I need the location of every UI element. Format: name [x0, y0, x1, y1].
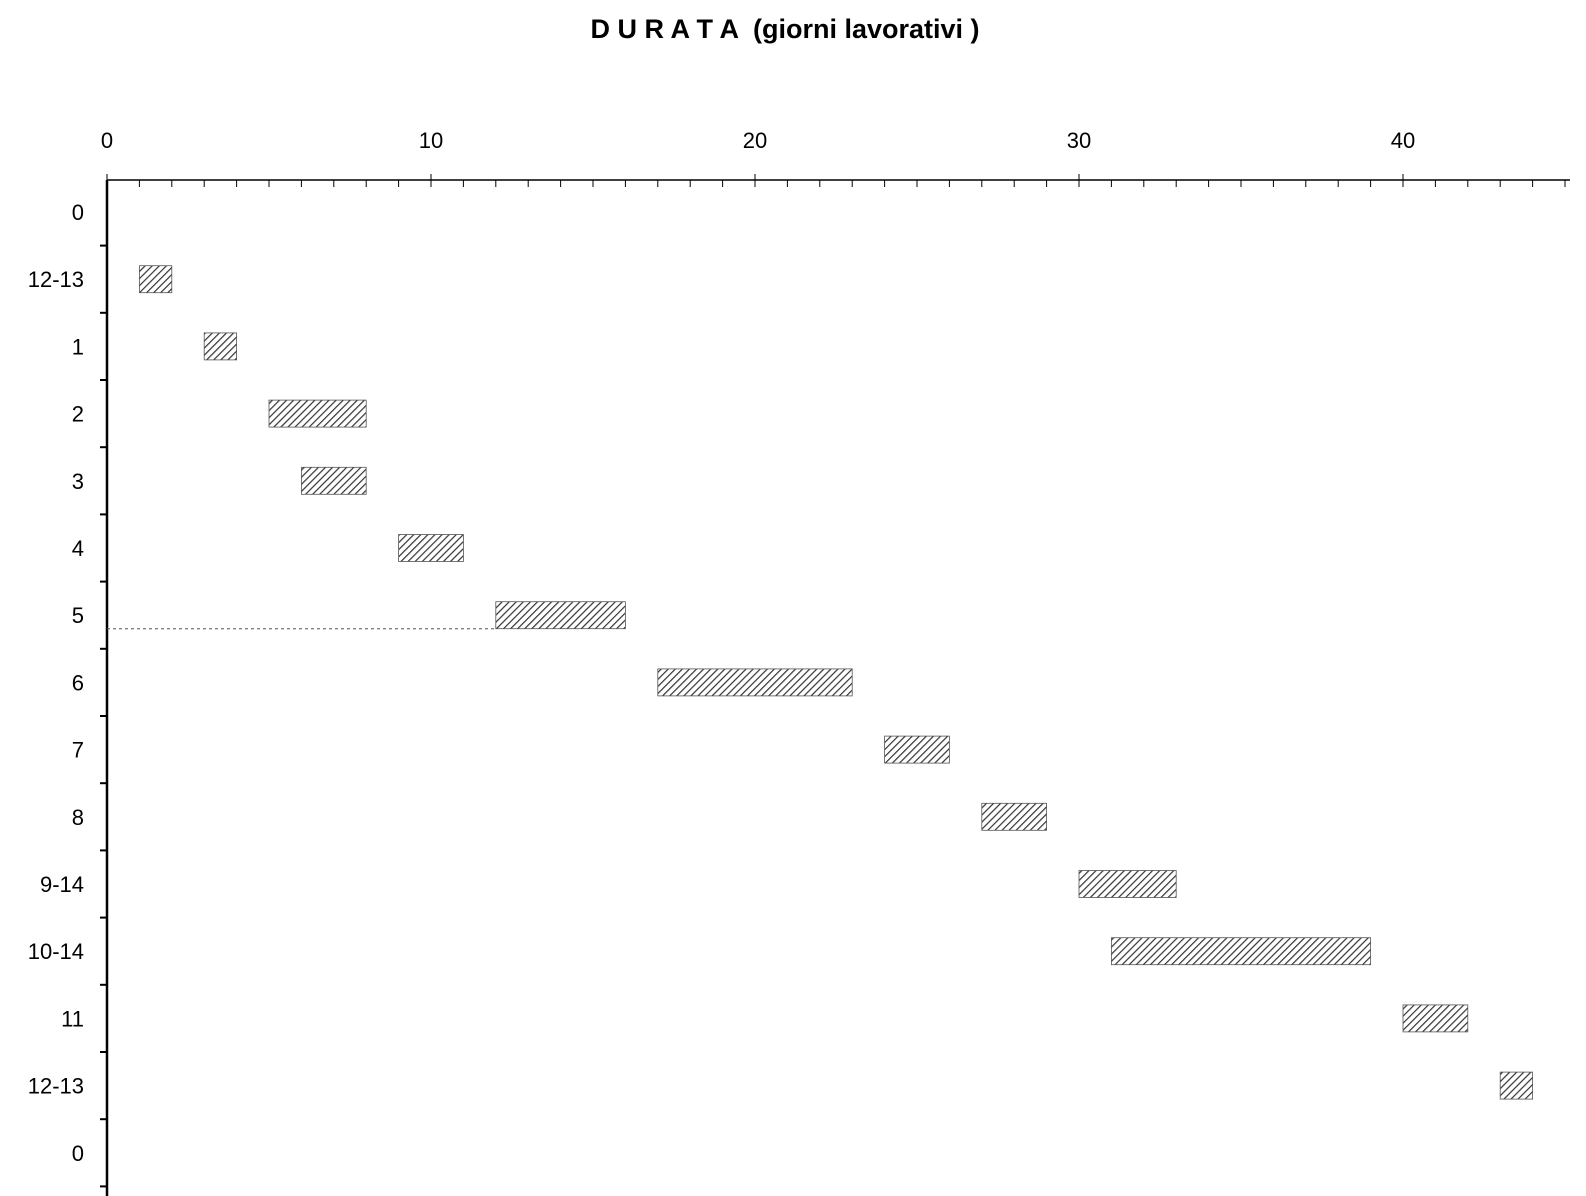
- task-bar: [981, 802, 1047, 831]
- task-bar: [398, 534, 464, 562]
- task-bar: [1078, 870, 1177, 898]
- task-bar: [657, 668, 853, 697]
- y-tick-label: 12-13: [28, 1074, 84, 1099]
- x-tick-label: 30: [1067, 128, 1091, 153]
- x-tick-label: 40: [1391, 128, 1415, 153]
- task-bar: [884, 735, 950, 764]
- x-tick-label: 0: [101, 128, 113, 153]
- y-tick-label: 5: [72, 603, 84, 628]
- y-tick-label: 12-13: [28, 267, 84, 292]
- task-bar: [203, 332, 237, 361]
- y-tick-label: 3: [72, 469, 84, 494]
- y-tick-label: 1: [72, 334, 84, 359]
- y-tick-label: 9-14: [40, 872, 84, 897]
- bars: [138, 265, 1533, 1100]
- y-tick-label: 2: [72, 402, 84, 427]
- y-tick-label: 4: [72, 536, 84, 561]
- y-tick-label: 11: [61, 1006, 84, 1031]
- task-bar: [138, 265, 173, 294]
- chart-title: D U R A T A (giorni lavorativi ): [590, 14, 980, 44]
- y-tick-label: 6: [72, 670, 84, 695]
- y-tick-label: 0: [72, 200, 84, 225]
- axis-labels: 0 10 20 30 40 0 12-13 1 2 3 4 5 6 7 8 9-14 10-14 11 12-13 0: [28, 128, 1416, 1166]
- y-tick-label: 0: [72, 1141, 84, 1166]
- task-bar: [300, 466, 367, 495]
- task-bar: [1402, 1004, 1469, 1033]
- task-bar: [495, 601, 626, 630]
- task-bar: [1499, 1071, 1533, 1100]
- task-bar: [268, 399, 367, 428]
- y-tick-label: 10-14: [28, 939, 84, 964]
- axes: [100, 174, 1570, 1196]
- y-tick-label: 8: [72, 805, 84, 830]
- x-tick-label: 20: [743, 128, 767, 153]
- y-tick-label: 7: [72, 738, 84, 763]
- x-tick-label: 10: [419, 128, 443, 153]
- task-bar: [1111, 937, 1372, 966]
